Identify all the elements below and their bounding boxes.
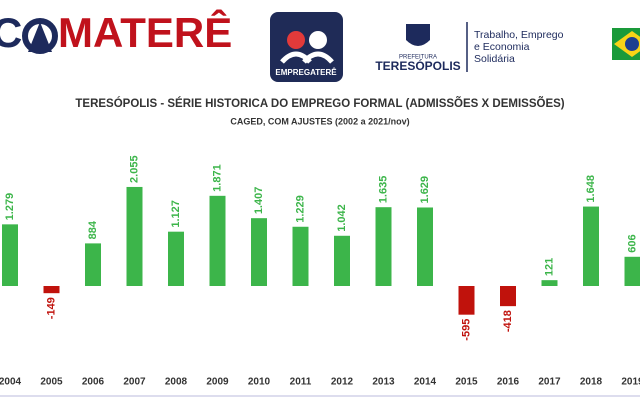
bar — [375, 207, 392, 286]
value-label: 1.407 — [253, 187, 265, 215]
department-line: Solidária — [474, 53, 515, 65]
brand-arrow-icon — [22, 18, 58, 54]
value-label: 1.629 — [419, 176, 431, 204]
bar — [85, 243, 101, 286]
x-tick-label: 2007 — [123, 377, 146, 388]
bar — [458, 286, 475, 315]
logo-caption: EMPREGATERÊ — [275, 68, 337, 77]
bar — [583, 206, 599, 286]
bar — [251, 218, 267, 286]
city-crest — [406, 24, 430, 46]
value-label: 1.229 — [294, 195, 306, 223]
x-tick-label: 2014 — [414, 377, 437, 388]
bar — [2, 224, 18, 286]
department-line: e Economia — [474, 41, 530, 53]
logo-icon — [309, 31, 327, 49]
value-label: 606 — [626, 234, 638, 252]
x-tick-label: 2012 — [331, 377, 354, 388]
bar — [334, 235, 350, 286]
logo-box — [270, 12, 343, 82]
value-label: -418 — [502, 310, 514, 332]
x-tick-label: 2005 — [40, 377, 63, 388]
value-label: 1.871 — [211, 164, 223, 192]
x-tick-label: 2008 — [165, 377, 188, 388]
value-label: -149 — [45, 297, 57, 319]
logo-icon — [287, 31, 305, 49]
x-tick-label: 2009 — [206, 377, 229, 388]
x-tick-label: 2011 — [290, 377, 312, 388]
value-label: 1.279 — [4, 193, 16, 221]
flag — [625, 37, 639, 51]
value-label: 1.127 — [170, 200, 182, 228]
brand-left: C — [0, 9, 22, 56]
value-label: -595 — [460, 319, 472, 341]
x-tick-label: 2016 — [497, 377, 520, 388]
x-tick-label: 2018 — [580, 377, 603, 388]
x-tick-label: 2015 — [455, 377, 478, 388]
plot: 1.279 2004 -149 2005 884 2006 2.055 2007 1.127 20… — [0, 155, 640, 388]
value-label: 1.635 — [377, 176, 389, 204]
x-tick-label: 2013 — [372, 377, 395, 388]
bar — [417, 207, 433, 286]
bar — [43, 286, 60, 294]
bar — [292, 226, 309, 286]
value-label: 2.055 — [128, 155, 140, 183]
bar — [168, 231, 184, 286]
department-line: Trabalho, Emprego — [474, 29, 564, 41]
value-label: 1.648 — [585, 175, 597, 203]
x-tick-label: 2017 — [538, 377, 561, 388]
chart-title: TERESÓPOLIS - SÉRIE HISTORICA DO EMPREGO… — [75, 97, 564, 110]
bar — [541, 280, 558, 286]
x-tick-label: 2004 — [0, 377, 22, 388]
brand-right: MATERÊ — [58, 8, 232, 56]
bar — [209, 195, 226, 286]
value-label: 121 — [543, 258, 555, 276]
city-kicker: PREFEITURA — [399, 55, 437, 61]
value-label: 884 — [87, 220, 99, 239]
logo-icon — [280, 51, 334, 64]
header: C MATERÊ EMPREGATERÊ PREFEITURA TERESÓPO… — [0, 8, 640, 82]
x-tick-label: 2006 — [82, 377, 105, 388]
x-tick-label: 2010 — [248, 377, 271, 388]
value-label: 1.042 — [336, 204, 348, 232]
city-name: TERESÓPOLIS — [375, 58, 460, 73]
x-tick-label: 2019 — [621, 377, 640, 388]
bar — [126, 186, 143, 286]
bar — [500, 286, 516, 307]
chart-subtitle: CAGED, COM AJUSTES (2002 a 2021/nov) — [230, 116, 409, 126]
bar — [624, 256, 640, 286]
